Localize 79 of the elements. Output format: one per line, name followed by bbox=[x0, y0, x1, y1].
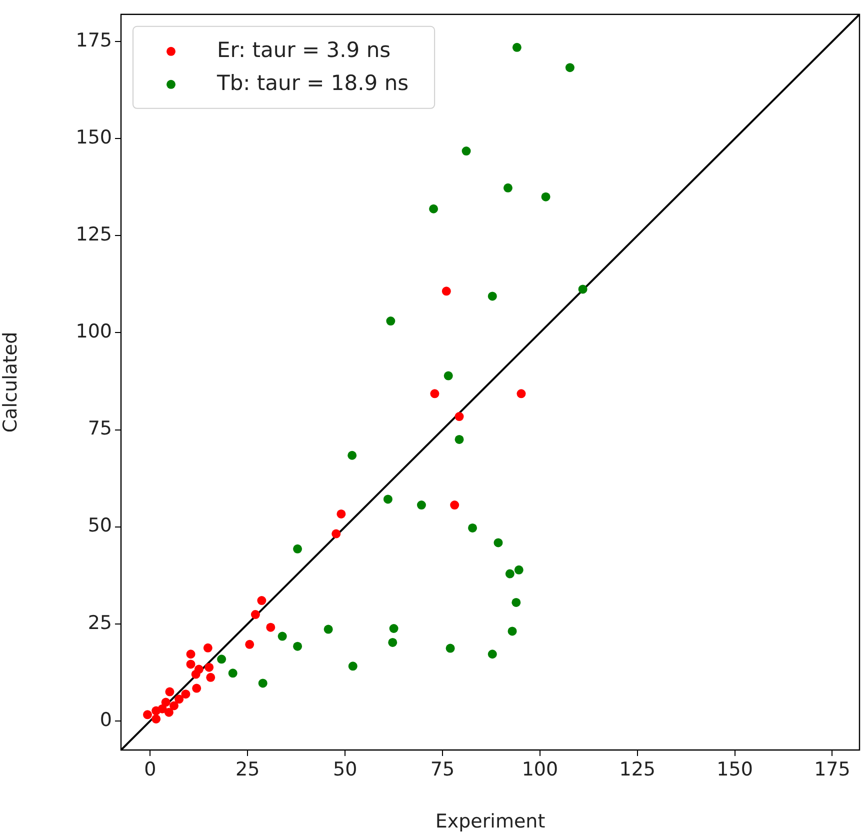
point bbox=[164, 708, 174, 717]
point bbox=[143, 710, 152, 720]
point bbox=[293, 642, 302, 651]
point bbox=[336, 509, 346, 518]
y-tick-label: 25 bbox=[88, 612, 112, 634]
point bbox=[186, 660, 196, 669]
point bbox=[565, 63, 574, 72]
x-tick-label: 25 bbox=[236, 758, 260, 780]
point bbox=[388, 638, 398, 647]
point bbox=[494, 538, 503, 548]
x-tick-label: 50 bbox=[332, 758, 358, 780]
point bbox=[516, 389, 526, 398]
point bbox=[578, 284, 588, 294]
point bbox=[228, 668, 238, 678]
point bbox=[454, 434, 464, 444]
x-tick-label: 125 bbox=[619, 758, 656, 780]
x-tick-label: 175 bbox=[814, 758, 850, 780]
x-tick-label: 75 bbox=[430, 758, 455, 780]
point bbox=[191, 670, 200, 679]
point bbox=[454, 412, 464, 422]
point bbox=[430, 389, 440, 398]
point bbox=[514, 565, 524, 574]
point bbox=[446, 644, 455, 653]
point bbox=[165, 687, 174, 696]
point bbox=[462, 146, 471, 156]
point bbox=[541, 192, 550, 202]
point bbox=[186, 650, 196, 659]
point bbox=[181, 690, 190, 699]
y-tick-label: 50 bbox=[88, 514, 112, 537]
point bbox=[429, 204, 438, 214]
y-tick-label: 150 bbox=[76, 126, 112, 149]
point bbox=[503, 183, 512, 192]
y-tick-label: 0 bbox=[100, 708, 112, 731]
point bbox=[383, 494, 392, 504]
y-tick-label: 125 bbox=[76, 224, 112, 246]
point bbox=[266, 622, 276, 632]
point bbox=[152, 714, 161, 724]
point bbox=[450, 500, 460, 510]
point bbox=[468, 523, 478, 532]
legend-label: Er: taur = 3.9 ns bbox=[217, 38, 391, 62]
point bbox=[512, 598, 521, 607]
point bbox=[324, 624, 333, 634]
y-axis-title: Calculated bbox=[0, 332, 22, 433]
point bbox=[348, 662, 358, 671]
y-tick-label: 175 bbox=[76, 30, 112, 52]
x-tick-label: 0 bbox=[144, 758, 156, 780]
point bbox=[348, 450, 357, 460]
point bbox=[505, 569, 514, 578]
point bbox=[278, 632, 287, 641]
point bbox=[192, 684, 202, 693]
point bbox=[152, 706, 161, 716]
point bbox=[512, 42, 522, 52]
point bbox=[488, 292, 497, 301]
point bbox=[442, 286, 451, 296]
point bbox=[386, 316, 396, 326]
point bbox=[174, 694, 184, 704]
point bbox=[257, 596, 266, 606]
point bbox=[488, 650, 497, 659]
x-tick-label: 150 bbox=[716, 758, 753, 780]
point bbox=[206, 672, 216, 682]
point bbox=[217, 654, 226, 664]
y-tick-label: 75 bbox=[88, 418, 112, 440]
point bbox=[293, 544, 302, 554]
point bbox=[203, 643, 212, 652]
point bbox=[204, 662, 214, 672]
point bbox=[258, 678, 268, 688]
x-axis-title: Experiment bbox=[435, 810, 546, 833]
legend-label: Tb: taur = 18.9 ns bbox=[216, 70, 409, 95]
y-tick-label: 100 bbox=[76, 320, 112, 343]
point bbox=[416, 500, 426, 510]
point bbox=[170, 701, 178, 710]
point bbox=[161, 698, 170, 707]
point bbox=[389, 624, 398, 633]
point bbox=[245, 640, 254, 649]
x-tick-label: 100 bbox=[522, 758, 558, 780]
point bbox=[508, 626, 517, 636]
point bbox=[250, 610, 260, 620]
point bbox=[444, 371, 453, 380]
point bbox=[332, 529, 341, 538]
